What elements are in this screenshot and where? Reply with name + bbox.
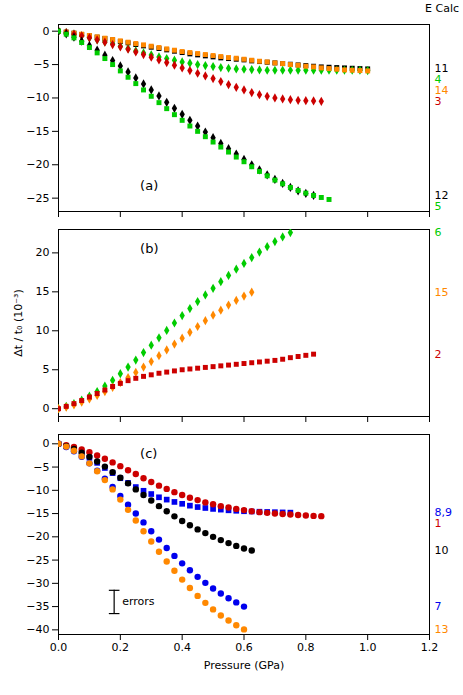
svg-text:15: 15 xyxy=(36,285,50,298)
svg-text:10: 10 xyxy=(435,544,449,557)
svg-text:0: 0 xyxy=(43,25,50,38)
svg-text:13: 13 xyxy=(435,623,449,636)
svg-text:−40: −40 xyxy=(26,623,49,636)
svg-text:6: 6 xyxy=(435,226,442,239)
svg-text:0.2: 0.2 xyxy=(112,641,130,654)
svg-text:4: 4 xyxy=(434,73,442,87)
svg-text:(b): (b) xyxy=(140,241,158,256)
svg-text:−35: −35 xyxy=(26,600,49,613)
svg-text:20: 20 xyxy=(36,246,50,259)
svg-text:−20: −20 xyxy=(26,158,49,171)
svg-text:−5: −5 xyxy=(33,461,49,474)
svg-text:−10: −10 xyxy=(26,484,49,497)
svg-text:8,9: 8,9 xyxy=(434,506,452,520)
svg-text:1.2: 1.2 xyxy=(421,641,439,654)
svg-text:3: 3 xyxy=(435,95,442,108)
svg-text:−5: −5 xyxy=(33,58,49,71)
svg-text:(c): (c) xyxy=(140,446,157,461)
html-text:E Calc: E Calc xyxy=(425,2,459,15)
svg-text:15: 15 xyxy=(435,286,449,299)
svg-text:10: 10 xyxy=(36,324,50,337)
svg-text:0: 0 xyxy=(43,402,50,415)
svg-text:1.0: 1.0 xyxy=(359,641,377,654)
svg-text:0: 0 xyxy=(43,437,50,450)
svg-text:5: 5 xyxy=(435,200,442,213)
svg-text:7: 7 xyxy=(435,600,442,613)
svg-text:0.6: 0.6 xyxy=(235,641,253,654)
svg-text:0.4: 0.4 xyxy=(173,641,191,654)
svg-text:−25: −25 xyxy=(26,192,49,205)
svg-text:−25: −25 xyxy=(26,554,49,567)
svg-text:−15: −15 xyxy=(26,507,49,520)
svg-text:0.0: 0.0 xyxy=(50,641,68,654)
svg-text:2: 2 xyxy=(435,348,442,361)
svg-text:Δt / t₀ (10⁻³): Δt / t₀ (10⁻³) xyxy=(12,289,25,357)
svg-text:0.8: 0.8 xyxy=(297,641,315,654)
svg-text:−30: −30 xyxy=(26,577,49,590)
svg-text:(a): (a) xyxy=(140,178,158,193)
svg-text:14: 14 xyxy=(434,84,449,98)
svg-text:12: 12 xyxy=(434,189,449,202)
svg-text:Pressure (GPa): Pressure (GPa) xyxy=(204,659,284,672)
svg-text:−15: −15 xyxy=(26,125,49,138)
svg-text:−10: −10 xyxy=(26,91,49,104)
svg-text:11: 11 xyxy=(434,62,449,76)
svg-text:5: 5 xyxy=(43,363,50,376)
svg-text:errors: errors xyxy=(122,595,155,608)
svg-text:1: 1 xyxy=(435,517,442,530)
svg-text:−20: −20 xyxy=(26,530,49,543)
